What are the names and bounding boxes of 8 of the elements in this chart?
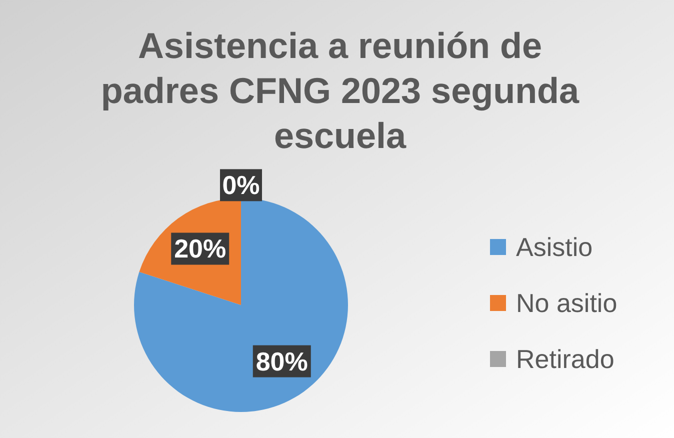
legend-label: Retirado xyxy=(516,344,614,374)
legend-label: No asitio xyxy=(516,288,618,318)
data-label: 20% xyxy=(174,234,226,264)
chart-title: Asistencia a reunión de padres CFNG 2023 segunda escuela xyxy=(100,25,580,156)
pie-slice xyxy=(134,198,348,412)
legend-label: Asistio xyxy=(516,232,593,262)
data-label: 80% xyxy=(256,346,308,376)
text: 0% xyxy=(222,170,260,200)
